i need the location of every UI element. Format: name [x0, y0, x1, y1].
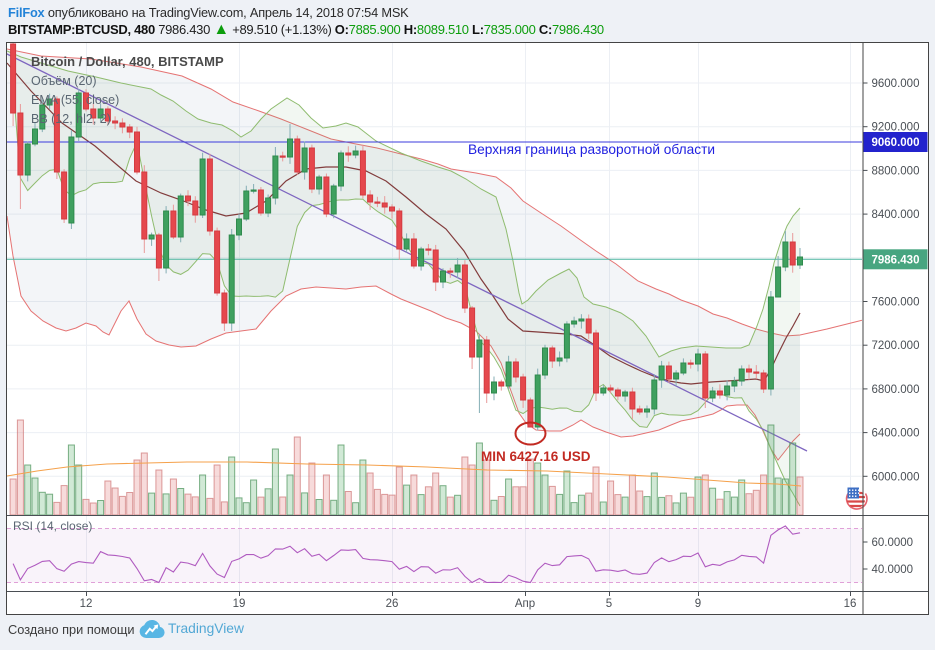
- svg-text:6400.000: 6400.000: [872, 428, 920, 440]
- svg-text:Bitcoin / Dollar, 480, BITSTAM: Bitcoin / Dollar, 480, BITSTAMP: [31, 54, 224, 69]
- svg-text:9200.000: 9200.000: [872, 122, 920, 134]
- svg-text:9: 9: [695, 598, 701, 610]
- svg-text:Верхняя граница разворотной об: Верхняя граница разворотной области: [468, 142, 715, 157]
- svg-text:12: 12: [80, 598, 93, 610]
- svg-text:MIN 6427.16 USD: MIN 6427.16 USD: [481, 449, 591, 464]
- svg-text:16: 16: [844, 598, 857, 610]
- svg-text:8800.000: 8800.000: [872, 165, 920, 177]
- svg-text:BB (12, hl2, 2): BB (12, hl2, 2): [31, 112, 111, 126]
- svg-text:9600.000: 9600.000: [872, 78, 920, 90]
- svg-text:7600.000: 7600.000: [872, 297, 920, 309]
- svg-text:6000.000: 6000.000: [872, 471, 920, 483]
- svg-text:EMA (55, close): EMA (55, close): [31, 93, 119, 107]
- svg-text:8400.000: 8400.000: [872, 209, 920, 221]
- svg-text:7986.430: 7986.430: [872, 254, 920, 266]
- svg-text:Объём (20): Объём (20): [31, 74, 97, 88]
- svg-text:40.0000: 40.0000: [872, 564, 914, 576]
- svg-text:19: 19: [233, 598, 246, 610]
- svg-text:RSI (14, close): RSI (14, close): [13, 519, 92, 533]
- svg-text:Апр: Апр: [515, 598, 535, 610]
- svg-text:7200.000: 7200.000: [872, 340, 920, 352]
- svg-text:6800.000: 6800.000: [872, 384, 920, 396]
- svg-text:9060.000: 9060.000: [872, 137, 920, 149]
- svg-text:60.0000: 60.0000: [872, 537, 914, 549]
- svg-text:5: 5: [606, 598, 612, 610]
- svg-text:26: 26: [386, 598, 399, 610]
